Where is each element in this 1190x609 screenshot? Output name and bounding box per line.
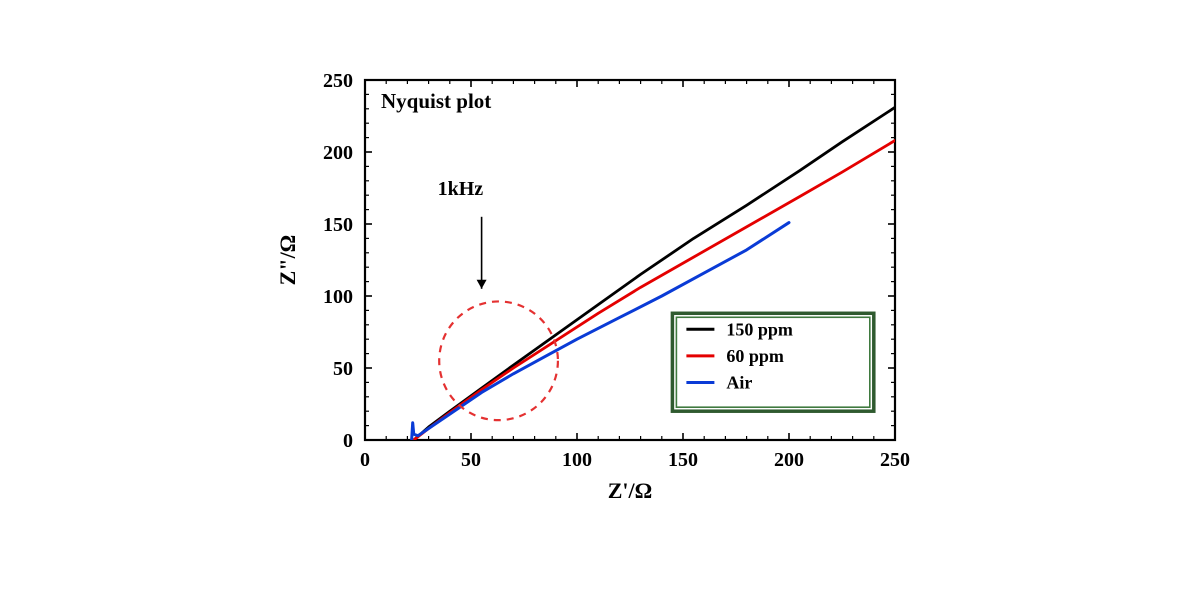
svg-text:250: 250: [880, 449, 910, 471]
y-axis-label: Z"/Ω: [275, 235, 300, 286]
svg-text:0: 0: [343, 430, 353, 452]
svg-text:200: 200: [323, 142, 353, 164]
svg-text:150: 150: [323, 214, 353, 236]
svg-text:50: 50: [461, 449, 481, 471]
svg-text:100: 100: [562, 449, 592, 471]
annotation-label: 1kHz: [438, 178, 484, 200]
legend-item-label: Air: [726, 373, 752, 393]
svg-text:100: 100: [323, 286, 353, 308]
svg-text:150: 150: [668, 449, 698, 471]
legend-item-label: 60 ppm: [726, 346, 784, 366]
svg-text:200: 200: [774, 449, 804, 471]
chart-title: Nyquist plot: [381, 89, 491, 113]
svg-text:250: 250: [323, 70, 353, 92]
svg-text:50: 50: [333, 358, 353, 380]
legend-item-label: 150 ppm: [726, 319, 793, 339]
x-axis-label: Z'/Ω: [608, 478, 653, 503]
nyquist-chart: 0 50 100 150 200 250 0 50 100 150 200 250 Z'/Ω Z"/Ω Ny…: [250, 70, 940, 550]
svg-text:0: 0: [360, 449, 370, 471]
